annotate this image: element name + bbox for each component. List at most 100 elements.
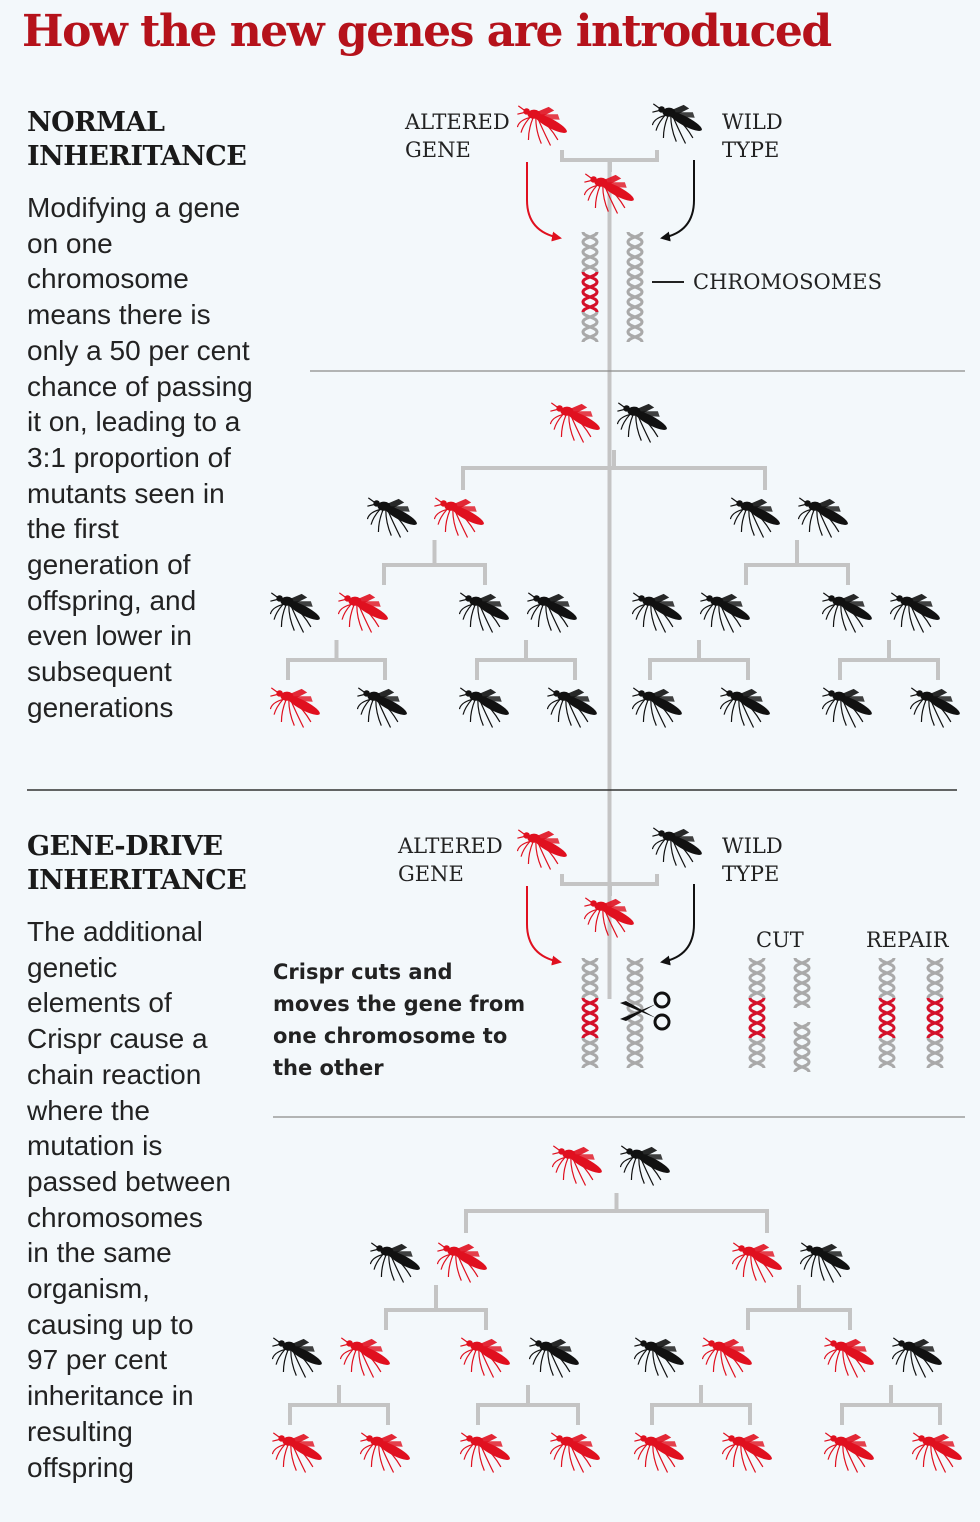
helix-segment (626, 241, 644, 253)
altered-mosquito-icon (912, 1432, 965, 1474)
helix-segment (581, 311, 599, 323)
helix-segment (626, 977, 644, 989)
helix-segment (793, 957, 811, 969)
helix-segment (581, 977, 599, 989)
wild-mosquito-icon (910, 687, 963, 729)
tree-bracket (286, 640, 387, 680)
helix-segment (626, 957, 644, 969)
wild-mosquito-icon (367, 497, 420, 539)
wild-parent-mosquito-icon (652, 827, 705, 869)
infographic-title: How the new genes are introduced (22, 6, 832, 57)
helix-segment (626, 997, 644, 1009)
helix-segment (878, 967, 896, 979)
cut-altered-chromosome (748, 957, 766, 1069)
crispr-explanation: Crispr cuts and moves the gene from one … (273, 960, 526, 1080)
altered-mosquito-icon (732, 1242, 785, 1284)
wild-mosquito-icon (632, 592, 685, 634)
tree-bracket (475, 640, 577, 680)
tree-bracket (744, 540, 850, 585)
helix-segment (878, 1037, 896, 1049)
helix-segment (926, 987, 944, 999)
altered-parent-mosquito-icon (517, 829, 570, 871)
helix-segment (626, 231, 644, 243)
normal-inheritance-description: Modifying a gene on one chromosome means… (27, 192, 253, 723)
altered-chromosome (581, 957, 599, 1069)
altered-mosquito-icon (824, 1337, 877, 1379)
helix-segment (748, 997, 766, 1009)
helix-segment (793, 967, 811, 979)
wild-type-label: WILD TYPE (722, 110, 783, 162)
wild-mosquito-icon (634, 1337, 687, 1379)
helix-segment (626, 251, 644, 263)
altered-mosquito-icon (702, 1337, 755, 1379)
wild-mosquito-icon (798, 497, 851, 539)
gene-drive-description: The additional genetic elements of Crisp… (27, 916, 231, 1483)
wild-mosquito-icon (892, 1337, 945, 1379)
helix-segment (748, 1027, 766, 1039)
helix-segment (926, 1017, 944, 1029)
helix-segment (581, 1047, 599, 1059)
altered-mosquito-icon (434, 497, 487, 539)
helix-segment (748, 1037, 766, 1049)
helix-segment (626, 987, 644, 999)
red-arrow (526, 162, 562, 242)
altered-mosquito-icon (550, 402, 603, 444)
helix-segment (926, 977, 944, 989)
helix-segment (926, 1027, 944, 1039)
tree-bracket (648, 640, 750, 680)
wild-mosquito-icon (822, 687, 875, 729)
red-arrow (526, 886, 562, 966)
wild-mosquito-icon (527, 592, 580, 634)
helix-segment (878, 1027, 896, 1039)
normal-inheritance-heading: NORMAL INHERITANCE (27, 107, 247, 172)
altered-chromosome (581, 231, 599, 343)
wild-mosquito-icon (620, 1145, 673, 1187)
tree-bracket (746, 1285, 852, 1330)
tree-bracket (838, 640, 940, 680)
helix-segment (878, 957, 896, 969)
tree-bracket (840, 1385, 942, 1425)
altered-parent-mosquito-icon (517, 105, 570, 147)
helix-segment (581, 1037, 599, 1049)
tree-bracket (382, 540, 487, 585)
altered-mosquito-icon (360, 1432, 413, 1474)
cut-label: CUT (756, 928, 804, 952)
helix-segment (581, 331, 599, 343)
helix-segment (581, 987, 599, 999)
chromosomes-label: CHROMOSOMES (693, 270, 882, 294)
wild-chromosome (626, 231, 644, 343)
helix-segment (878, 1057, 896, 1069)
wild-mosquito-icon (357, 687, 410, 729)
helix-segment (581, 291, 599, 303)
helix-segment (748, 1057, 766, 1069)
altered-mosquito-icon (824, 1432, 877, 1474)
helix-segment (581, 1027, 599, 1039)
altered-mosquito-icon (550, 1432, 603, 1474)
helix-segment (626, 1057, 644, 1069)
helix-segment (581, 1007, 599, 1019)
tree-bracket (384, 1285, 488, 1330)
helix-segment (581, 967, 599, 979)
altered-mosquito-icon (460, 1337, 513, 1379)
repair-chromosome-1 (878, 957, 896, 1069)
helix-segment (581, 251, 599, 263)
helix-segment (878, 1017, 896, 1029)
helix-segment (581, 231, 599, 243)
helix-segment (748, 987, 766, 999)
helix-segment (878, 1007, 896, 1019)
altered-mosquito-icon (722, 1432, 775, 1474)
altered-gene-label: ALTERED GENE (405, 110, 510, 162)
helix-segment (878, 1047, 896, 1059)
altered-mosquito-icon (340, 1337, 393, 1379)
tree-bracket (461, 450, 767, 490)
helix-segment (793, 997, 811, 1009)
wild-mosquito-icon (700, 592, 753, 634)
helix-segment (626, 1027, 644, 1039)
helix-segment (626, 291, 644, 303)
helix-segment (878, 997, 896, 1009)
altered-mosquito-icon (270, 687, 323, 729)
helix-segment (581, 997, 599, 1009)
helix-segment (878, 987, 896, 999)
helix-segment (581, 1057, 599, 1069)
